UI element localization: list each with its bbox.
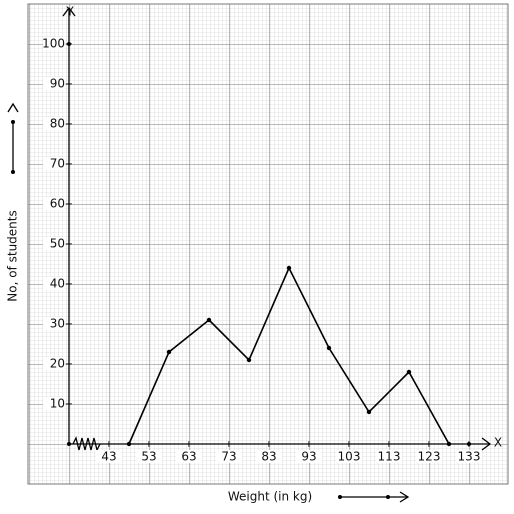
label-bg — [43, 77, 65, 90]
label-bg — [256, 450, 282, 463]
x-tick-label: 103 — [338, 450, 361, 464]
data-point — [286, 265, 292, 271]
x-tick-label: 93 — [301, 450, 316, 464]
label-bg — [136, 450, 162, 463]
x-tick-label: 73 — [221, 450, 236, 464]
x-axis-label: Weight (in kg) — [228, 490, 312, 504]
label-bg — [296, 450, 322, 463]
x-tick-label: 43 — [101, 450, 116, 464]
data-point — [126, 441, 132, 447]
x-tick-label: 83 — [261, 450, 276, 464]
data-point — [326, 345, 332, 351]
data-point — [206, 317, 212, 323]
y-tick-label: 40 — [50, 277, 65, 291]
x-tick-label: 53 — [141, 450, 156, 464]
label-bg — [376, 450, 402, 463]
graph-paper — [27, 3, 509, 485]
data-point — [366, 409, 372, 415]
x-tick-label: 113 — [378, 450, 401, 464]
y-tick-label: 90 — [50, 77, 65, 91]
label-bg — [43, 237, 65, 250]
label-bg — [176, 450, 202, 463]
label-bg — [216, 450, 242, 463]
label-bg — [43, 357, 65, 370]
y-tick-label: 30 — [50, 317, 65, 331]
y-axis-name: Y — [65, 5, 74, 19]
label-bg — [336, 450, 362, 463]
y-tick-label: 10 — [50, 397, 65, 411]
data-point — [166, 349, 172, 355]
x-tick-label: 63 — [181, 450, 196, 464]
label-bg — [416, 450, 442, 463]
x-tick-label: 133 — [458, 450, 481, 464]
y-tick-label: 100 — [42, 37, 65, 51]
y-tick-label: 20 — [50, 357, 65, 371]
x-tick-label: 123 — [418, 450, 441, 464]
data-point — [246, 357, 252, 363]
data-point — [406, 369, 412, 375]
label-bg — [43, 317, 65, 330]
label-bg — [43, 117, 65, 130]
x-axis-name: X — [494, 436, 502, 450]
y-tick-label: 70 — [50, 157, 65, 171]
label-bg — [43, 37, 65, 50]
label-bg — [96, 450, 122, 463]
y-tick-label: 50 — [50, 237, 65, 251]
label-bg — [43, 157, 65, 170]
label-bg — [43, 277, 65, 290]
label-bg — [43, 197, 65, 210]
label-bg — [456, 450, 482, 463]
data-point — [446, 441, 452, 447]
y-tick-label: 80 — [50, 117, 65, 131]
y-axis-label: No, of students — [6, 210, 20, 301]
label-bg — [43, 397, 65, 410]
axes — [7, 6, 492, 503]
y-tick-label: 60 — [50, 197, 65, 211]
